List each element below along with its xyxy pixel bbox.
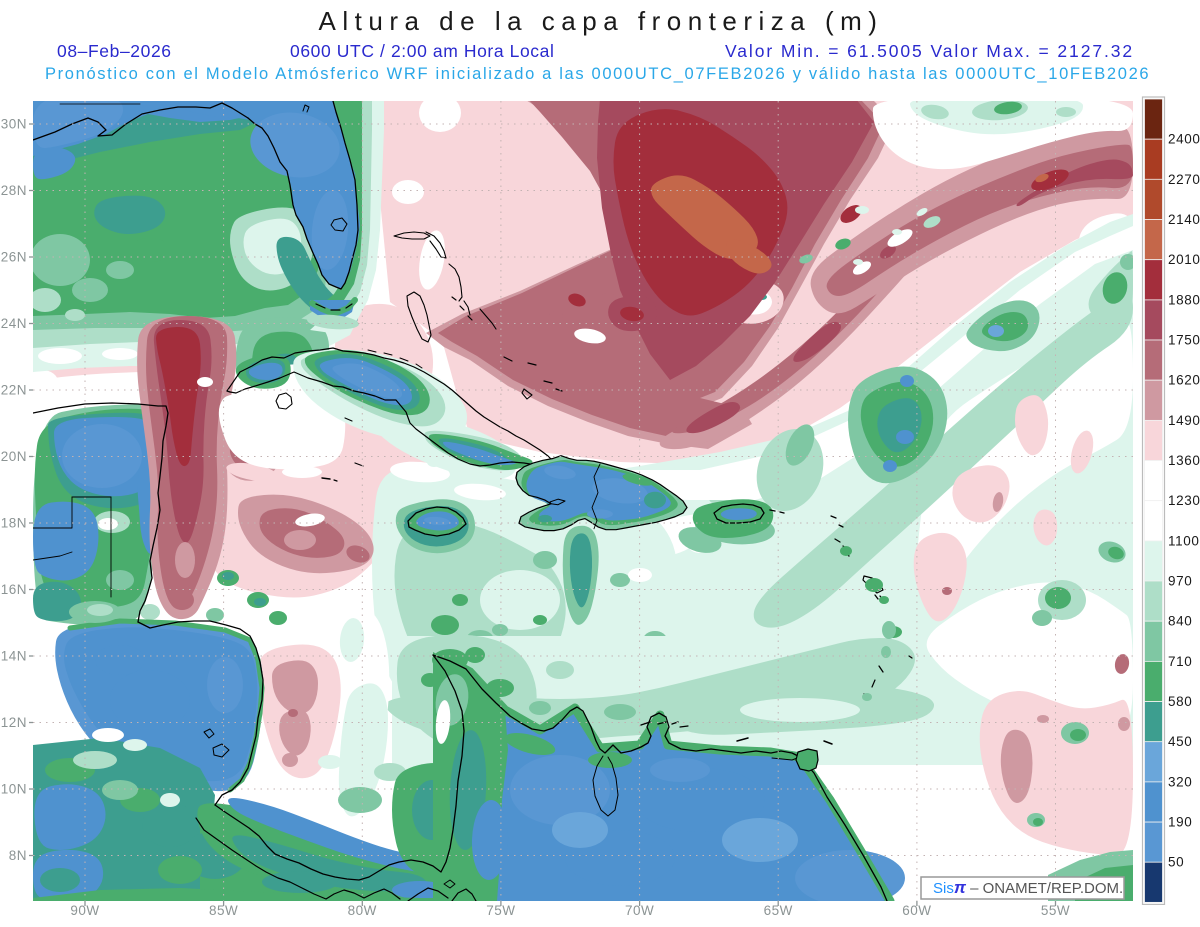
svg-text:60W: 60W: [902, 903, 931, 918]
svg-text:580: 580: [1168, 694, 1192, 709]
svg-text:Altura de la capa fronteriza (: Altura de la capa fronteriza (m): [319, 6, 884, 36]
svg-text:90W: 90W: [70, 903, 99, 918]
svg-text:320: 320: [1168, 774, 1192, 789]
svg-text:22N: 22N: [1, 383, 27, 398]
svg-text:20N: 20N: [1, 449, 27, 464]
svg-text:1230: 1230: [1168, 493, 1200, 508]
svg-text:8N: 8N: [9, 848, 27, 863]
svg-text:970: 970: [1168, 574, 1192, 589]
svg-text:10N: 10N: [1, 782, 27, 797]
svg-text:190: 190: [1168, 815, 1192, 830]
svg-text:65W: 65W: [764, 903, 793, 918]
svg-text:16N: 16N: [1, 582, 27, 597]
svg-text:85W: 85W: [209, 903, 238, 918]
svg-text:1750: 1750: [1168, 333, 1200, 348]
svg-text:0600 UTC / 2:00 am Hora Local: 0600 UTC / 2:00 am Hora Local: [290, 41, 554, 61]
svg-text:12N: 12N: [1, 715, 27, 730]
svg-text:26N: 26N: [1, 250, 27, 265]
svg-text:55W: 55W: [1041, 903, 1070, 918]
svg-text:18N: 18N: [1, 516, 27, 531]
svg-text:75W: 75W: [486, 903, 515, 918]
svg-text:1100: 1100: [1168, 533, 1199, 548]
svg-text:30N: 30N: [1, 117, 27, 132]
svg-text:1490: 1490: [1168, 413, 1200, 428]
svg-text:Pronóstico con el Modelo Atmós: Pronóstico con el Modelo Atmósferico WRF…: [45, 65, 1150, 83]
svg-text:1360: 1360: [1168, 453, 1200, 468]
svg-text:14N: 14N: [1, 649, 27, 664]
svg-text:28N: 28N: [1, 183, 27, 198]
svg-text:450: 450: [1168, 734, 1192, 749]
svg-text:1880: 1880: [1168, 292, 1200, 307]
svg-text:2270: 2270: [1168, 172, 1200, 187]
svg-text:2140: 2140: [1168, 212, 1200, 227]
svg-text:24N: 24N: [1, 316, 27, 331]
svg-text:1620: 1620: [1168, 373, 1200, 388]
svg-text:Sisπ – ONAMET/REP.DOM.: Sisπ – ONAMET/REP.DOM.: [933, 878, 1123, 897]
svg-text:70W: 70W: [625, 903, 654, 918]
svg-text:2010: 2010: [1168, 252, 1200, 267]
svg-text:Valor Min. = 61.5005 Valor Ma: Valor Min. = 61.5005 Valor Max. = 2127.3…: [725, 41, 1134, 61]
svg-text:80W: 80W: [348, 903, 377, 918]
svg-text:50: 50: [1168, 855, 1184, 870]
svg-text:2400: 2400: [1168, 132, 1200, 147]
svg-text:08–Feb–2026: 08–Feb–2026: [57, 41, 172, 61]
svg-text:710: 710: [1168, 654, 1192, 669]
svg-text:840: 840: [1168, 614, 1192, 629]
